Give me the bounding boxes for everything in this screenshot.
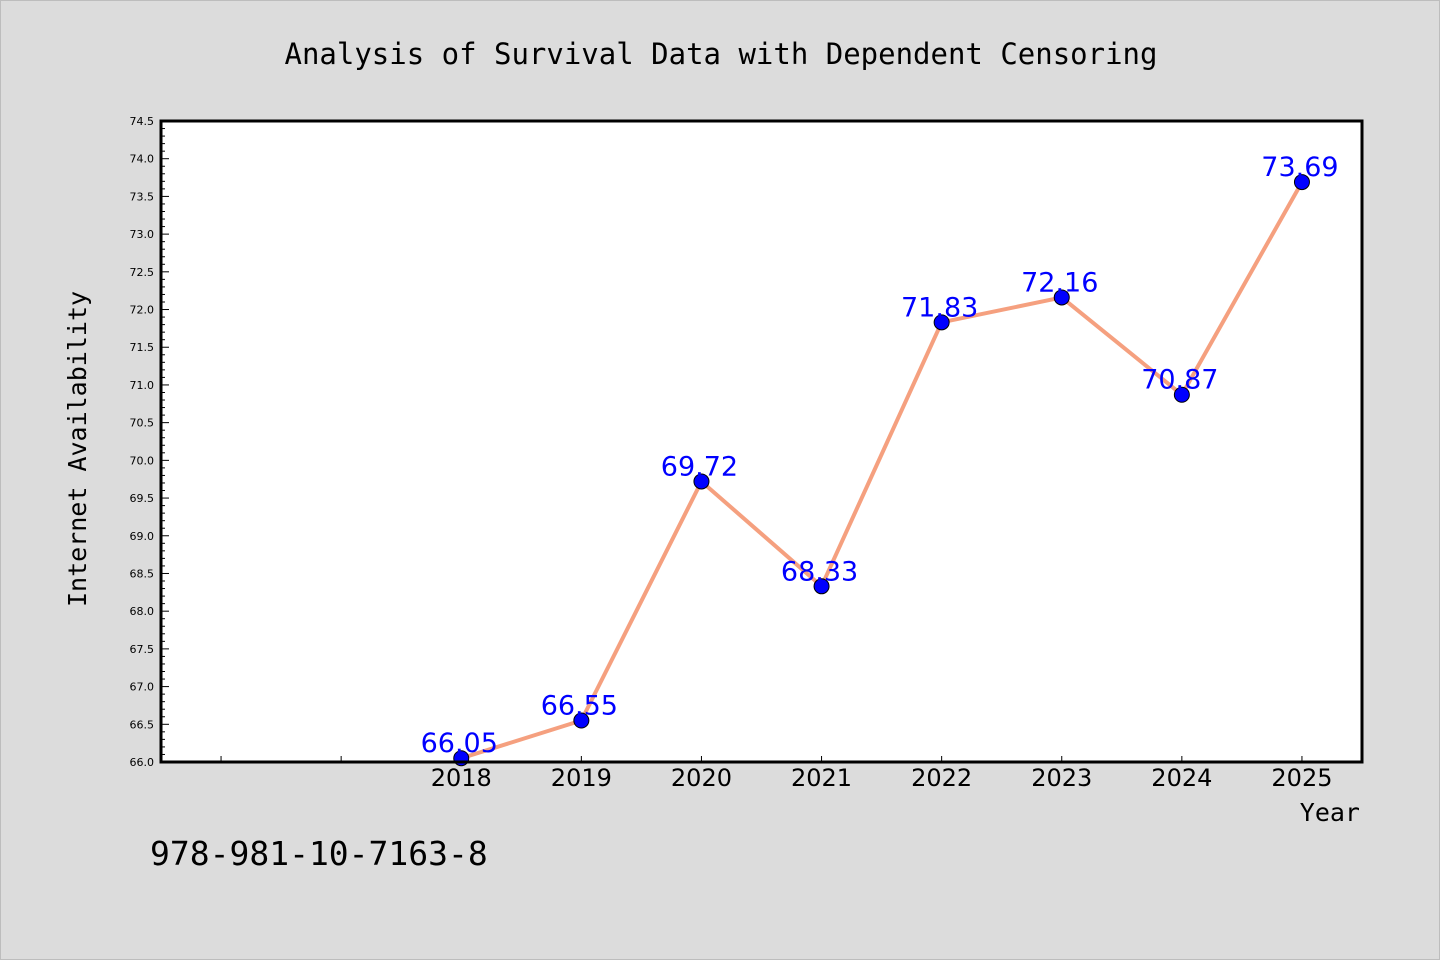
y-tick-label: 73.5 <box>130 190 155 203</box>
y-tick-label: 71.5 <box>130 341 155 354</box>
data-value-label: 71.83 <box>901 292 978 323</box>
chart-title: Analysis of Survival Data with Dependent… <box>285 37 1158 71</box>
y-axis-title: Internet Availability <box>63 291 92 607</box>
data-value-label: 66.05 <box>421 728 498 759</box>
data-value-label: 68.33 <box>781 556 858 587</box>
x-tick-label: 2019 <box>551 764 612 792</box>
y-tick-label: 73.0 <box>130 228 155 241</box>
y-tick-label: 70.5 <box>130 417 155 430</box>
x-tick-label: 2020 <box>671 764 732 792</box>
y-tick-label: 68.0 <box>130 605 155 618</box>
data-point-marker <box>933 314 950 331</box>
data-point-marker <box>573 712 590 729</box>
series-line <box>459 180 1304 761</box>
y-tick-label: 68.5 <box>130 567 155 580</box>
data-point-marker <box>1053 289 1070 306</box>
y-tick-label: 74.0 <box>130 153 155 166</box>
data-value-label: 70.87 <box>1141 365 1218 396</box>
data-point-marker <box>1173 386 1190 403</box>
x-tick-label: 2024 <box>1151 764 1212 792</box>
y-tick-label: 74.5 <box>130 115 155 128</box>
plot-frame <box>159 119 1364 764</box>
data-point-marker <box>693 473 710 490</box>
data-value-label: 69.72 <box>661 451 738 482</box>
y-tick-label: 71.0 <box>130 379 155 392</box>
y-tick-label: 66.0 <box>130 756 155 769</box>
y-tick-label: 66.5 <box>130 718 155 731</box>
y-tick-label: 67.0 <box>130 681 155 694</box>
data-value-label: 73.69 <box>1261 152 1338 183</box>
y-tick-label: 72.5 <box>130 266 155 279</box>
data-point-marker <box>813 578 830 595</box>
y-tick-label: 69.5 <box>130 492 155 505</box>
x-axis: 2018 2019 2020 2021 2022 2023 2024 2025 <box>220 756 1332 792</box>
y-tick-label: 67.5 <box>130 643 155 656</box>
data-value-label: 66.55 <box>541 691 618 722</box>
x-tick-label: 2025 <box>1271 764 1332 792</box>
isbn-footer: 978-981-10-7163-8 <box>150 834 488 873</box>
data-value-label: 72.16 <box>1021 267 1098 298</box>
x-tick-label: 2018 <box>431 764 492 792</box>
y-tick-label: 70.0 <box>130 454 155 467</box>
x-tick-label: 2021 <box>791 764 852 792</box>
plot-area <box>161 121 1362 762</box>
data-labels: 66.05 66.55 69.72 68.33 71.83 72.16 70.87 73.69 <box>421 152 1339 759</box>
x-tick-label: 2023 <box>1031 764 1092 792</box>
x-tick-label: 2022 <box>911 764 972 792</box>
y-tick-label: 72.0 <box>130 304 155 317</box>
y-tick-label: 69.0 <box>130 530 155 543</box>
data-point-marker <box>1293 174 1310 191</box>
x-axis-title: Year <box>1300 798 1360 827</box>
